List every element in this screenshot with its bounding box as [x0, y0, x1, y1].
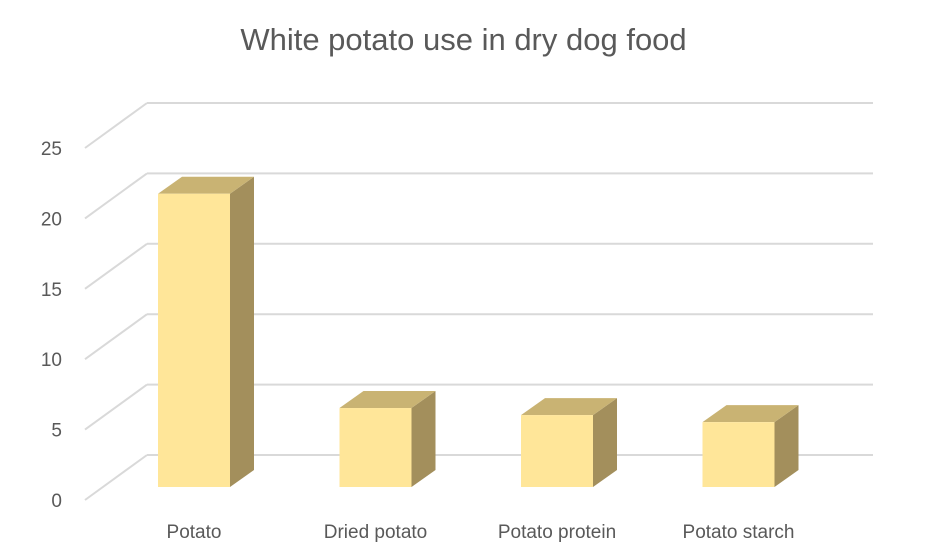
gridlines — [84, 102, 873, 501]
y-axis-tick-labels: 0 5 10 15 20 25 — [41, 139, 62, 512]
y-tick-label: 20 — [41, 209, 62, 230]
bar — [702, 405, 799, 487]
bar — [521, 398, 617, 487]
bar-front-face — [339, 408, 412, 487]
gridline-diagonal — [84, 454, 148, 501]
bar-front-face — [702, 422, 775, 487]
bar — [339, 391, 436, 487]
bar-side-face — [593, 398, 617, 487]
x-tick-label: Dried potato — [324, 522, 428, 543]
gridline-diagonal — [84, 242, 148, 290]
x-tick-label: Potato — [167, 522, 222, 543]
gridline-diagonal — [84, 313, 148, 361]
x-tick-label: Potato starch — [683, 522, 795, 543]
y-tick-label: 25 — [41, 139, 62, 160]
gridline-diagonal — [84, 102, 148, 149]
bar-top-face — [339, 391, 436, 409]
chart-title: White potato use in dry dog food — [240, 22, 687, 57]
bar-front-face — [521, 415, 593, 487]
bar-top-face — [702, 405, 799, 423]
bar-side-face — [411, 391, 436, 487]
bar-side-face — [774, 405, 799, 487]
x-tick-label: Potato protein — [498, 522, 616, 543]
bar-front-face — [158, 193, 230, 487]
bar — [158, 176, 254, 487]
y-tick-label: 10 — [41, 350, 62, 371]
x-axis-tick-labels: Potato Dried potato Potato protein Potato s… — [167, 522, 795, 543]
bar-side-face — [230, 176, 254, 487]
y-tick-label: 5 — [51, 421, 62, 442]
bar-top-face — [158, 176, 254, 194]
bars — [158, 176, 799, 487]
y-tick-label: 0 — [51, 491, 62, 512]
gridline-diagonal — [84, 172, 148, 220]
bar-top-face — [521, 398, 617, 416]
y-tick-label: 15 — [41, 280, 62, 301]
gridline-diagonal — [84, 383, 148, 431]
